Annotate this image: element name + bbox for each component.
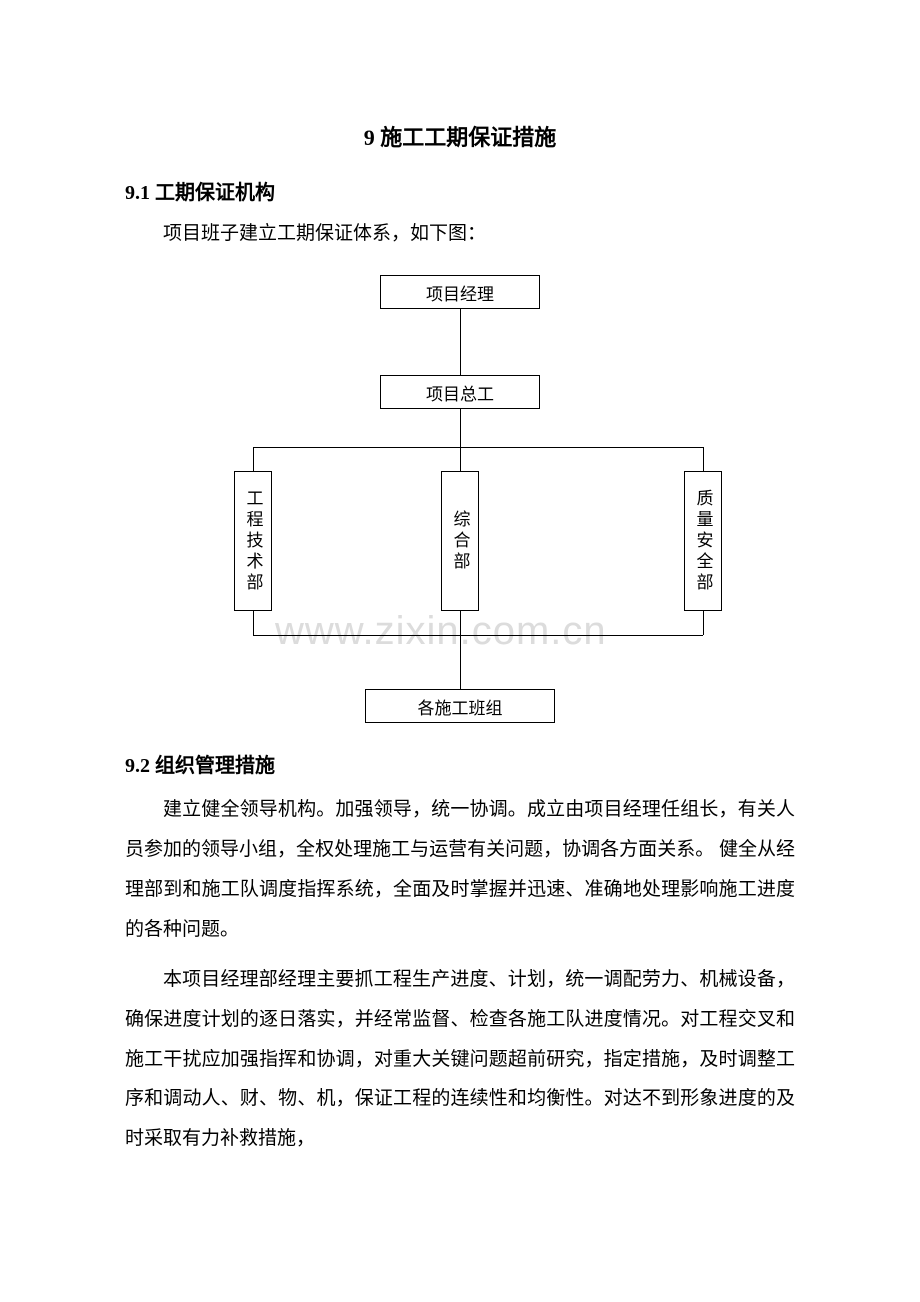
section2-heading: 9.2 组织管理措施 bbox=[125, 749, 795, 778]
section1-heading: 9.1 工期保证机构 bbox=[125, 176, 795, 205]
flow-node-n5: 质量安全部 bbox=[684, 471, 722, 611]
flowchart: www.zixin.com.cn 项目经理项目总工工程技术部 综合部 质量安全部各施… bbox=[190, 275, 730, 725]
flow-node-n3: 工程技术部 bbox=[234, 471, 272, 611]
flow-edge bbox=[253, 611, 254, 635]
flow-node-n6: 各施工班组 bbox=[365, 689, 555, 723]
flow-node-n1: 项目经理 bbox=[380, 275, 540, 309]
flow-edge bbox=[460, 409, 461, 447]
section2-para2: 本项目经理部经理主要抓工程生产进度、计划，统一调配劳力、机械设备，确保进度计划的… bbox=[125, 960, 795, 1159]
flow-edge bbox=[253, 447, 254, 471]
flow-edge bbox=[703, 611, 704, 635]
page-title: 9 施工工期保证措施 bbox=[125, 120, 795, 152]
flow-edge bbox=[460, 635, 461, 689]
flow-edge bbox=[253, 447, 703, 448]
flow-edge bbox=[460, 309, 461, 375]
flow-edge bbox=[703, 447, 704, 471]
flow-node-n4: 综合部 bbox=[441, 471, 479, 611]
flow-node-n2: 项目总工 bbox=[380, 375, 540, 409]
flow-edge bbox=[253, 635, 703, 636]
flow-edge bbox=[460, 611, 461, 635]
section1-intro: 项目班子建立工期保证体系，如下图： bbox=[125, 217, 795, 251]
section2-para1: 建立健全领导机构。加强领导，统一协调。成立由项目经理任组长，有关人员参加的领导小… bbox=[125, 790, 795, 950]
watermark: www.zixin.com.cn bbox=[275, 609, 607, 654]
flow-edge bbox=[460, 447, 461, 471]
